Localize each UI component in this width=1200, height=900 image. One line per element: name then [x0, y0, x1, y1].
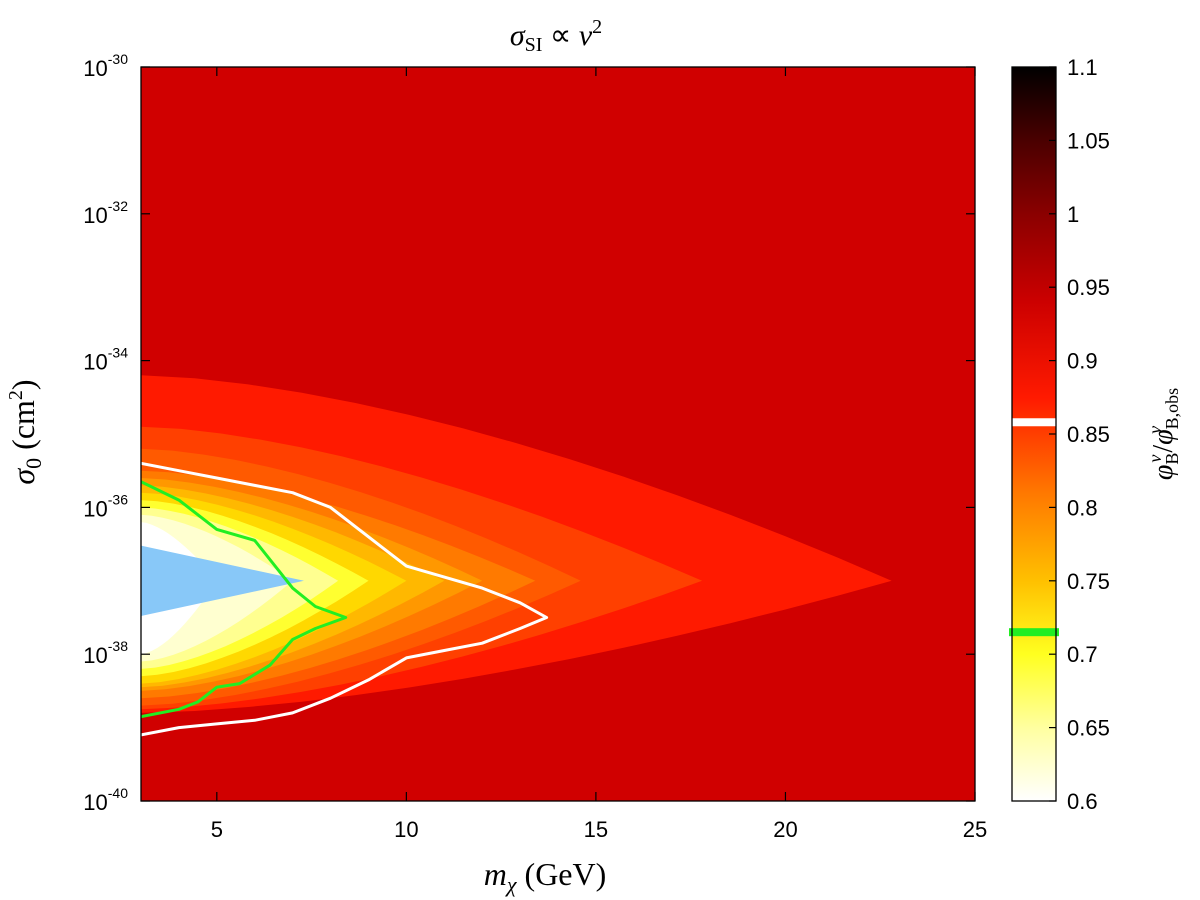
colorbar: 0.6 0.65 0.7 0.75 0.8 0.85 0.9 0.95 1 1.05 1.1 [1009, 55, 1110, 814]
x-tick-label: 10 [394, 817, 418, 842]
colorbar-tick-label: 0.95 [1067, 275, 1110, 300]
x-axis: 5 10 15 20 25 [211, 67, 987, 842]
contour-line-1 [141, 480, 348, 719]
contour-lines [141, 461, 549, 737]
x-tick-label: 20 [773, 817, 797, 842]
x-tick-label: 25 [963, 817, 987, 842]
x-tick-label: 5 [211, 817, 223, 842]
plot-frame [140, 66, 976, 802]
y-tick-label: 10-36 [83, 491, 128, 521]
colorbar-ticks: 0.6 0.65 0.7 0.75 0.8 0.85 0.9 0.95 1 1.05 1.1 [1049, 55, 1110, 814]
colorbar-tick-label: 0.9 [1067, 349, 1098, 374]
y-tick-label: 10-40 [83, 785, 128, 815]
colorbar-marker-1 [1009, 628, 1059, 637]
chart-title: σSI ∝ v2 [510, 16, 602, 56]
colorbar-label: φBν/φB,obsν [1145, 388, 1182, 480]
colorbar-tick-label: 0.6 [1067, 789, 1098, 814]
colorbar-tick-label: 0.7 [1067, 642, 1098, 667]
colorbar-tick-label: 1.05 [1067, 128, 1110, 153]
y-axis-label: σ0 (cm2) [5, 379, 46, 484]
colorbar-markers [1009, 418, 1059, 637]
x-axis-label: mχ (GeV) [484, 856, 607, 897]
colorbar-tick-label: 1 [1067, 202, 1079, 227]
colorbar-tick-label: 0.75 [1067, 569, 1110, 594]
colorbar-tick-label: 0.8 [1067, 495, 1098, 520]
y-tick-label: 10-38 [83, 638, 128, 668]
excluded-region [141, 545, 304, 616]
colorbar-marker-0 [1009, 418, 1059, 427]
colorbar-tick-label: 0.65 [1067, 716, 1110, 741]
y-axis: 10-30 10-32 10-34 10-36 10-38 10-40 [83, 51, 975, 815]
colorbar-tick-label: 1.1 [1067, 55, 1098, 80]
colorbar-tick-label: 0.85 [1067, 422, 1110, 447]
y-tick-label: 10-30 [83, 51, 128, 81]
plot-area [141, 67, 975, 801]
colorbar-fill [1012, 67, 1056, 801]
contour-line-0 [141, 461, 549, 737]
x-tick-label: 15 [584, 817, 608, 842]
y-tick-label: 10-32 [83, 198, 128, 228]
y-tick-label: 10-34 [83, 345, 128, 375]
excluded-region-layer [141, 545, 304, 616]
